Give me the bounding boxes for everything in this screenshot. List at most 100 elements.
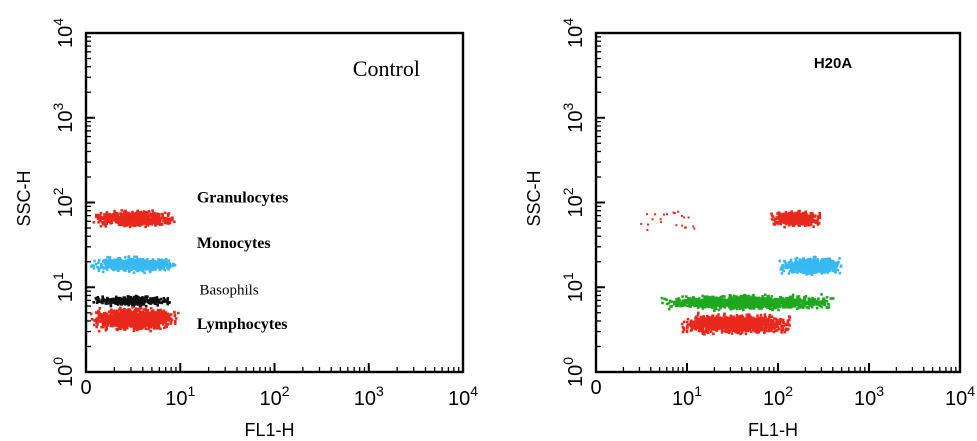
data-point [132,326,136,330]
y-tick-base: 10 [565,280,587,302]
data-point [113,300,117,304]
data-point [783,212,787,216]
data-point [816,223,820,226]
data-point [156,309,160,312]
data-point [145,211,148,215]
data-point [157,320,161,324]
data-point [100,315,103,318]
data-point [109,259,113,262]
data-point [764,293,767,297]
data-point [119,306,122,310]
data-point [786,214,790,218]
data-point [755,302,758,305]
data-point [738,304,741,307]
data-point [165,263,169,266]
data-point [804,301,808,305]
data-point [103,323,106,326]
y-tick-base: 10 [55,195,77,217]
data-point [126,214,130,218]
data-point [127,314,131,318]
data-point [672,300,676,304]
data-point [137,268,141,271]
data-point [789,304,792,308]
data-point [131,298,135,301]
data-point [781,304,785,307]
data-point [808,265,811,268]
data-point [812,298,815,301]
data-point [151,214,155,217]
annotation-basophils: Basophils [199,283,258,299]
data-point [809,262,813,265]
data-point [95,298,98,301]
data-point [168,317,172,320]
data-point [116,213,119,217]
data-point [143,324,147,328]
x-tick-label: 102 [763,383,793,410]
data-point [148,265,152,269]
data-point [787,261,790,265]
data-point [105,218,109,222]
data-point [665,302,669,306]
data-point [102,312,106,315]
data-point [701,294,704,298]
data-point [777,308,780,312]
data-point [132,212,136,216]
data-point [692,301,696,305]
data-point [113,216,117,220]
data-point [174,319,177,323]
data-point [734,297,738,300]
data-point [161,318,165,321]
data-point [769,298,772,302]
data-point [148,270,152,274]
data-point [694,304,697,307]
data-point [779,300,782,303]
data-point [829,297,833,300]
data-point [734,299,737,302]
data-point [827,265,831,269]
data-point [823,271,826,274]
data-point [145,321,149,325]
data-point [153,259,157,263]
data-point [747,294,751,298]
data-point [134,317,138,320]
data-point [160,259,164,263]
data-point [143,271,146,275]
data-point [707,301,711,304]
data-point [106,255,109,259]
data-point [100,262,103,266]
data-point [143,318,146,321]
data-point [736,302,739,306]
data-point [118,263,121,266]
data-point [791,222,795,225]
data-point [164,325,167,329]
data-point [125,325,129,328]
data-point [107,219,111,222]
data-point [792,302,795,306]
data-point [100,325,103,329]
data-point [141,221,145,225]
data-point [786,303,789,307]
data-point [144,307,147,311]
data-point [711,297,714,301]
data-point [124,315,128,319]
data-point [830,266,834,270]
data-point [103,320,107,324]
chart-title: H20A [814,55,853,72]
data-point [137,263,141,266]
data-point [798,303,801,307]
data-point [90,318,94,321]
data-point [798,260,802,264]
data-point [150,322,153,325]
data-point [741,306,744,309]
data-point [172,263,176,266]
data-point [796,301,799,305]
data-point [809,271,813,275]
data-point [706,314,709,318]
x-tick-exponent: 2 [282,383,290,399]
data-point [827,258,831,261]
data-point [95,213,98,217]
data-point [95,325,98,329]
data-point [729,303,733,306]
data-point [163,317,167,320]
data-point [646,213,649,216]
